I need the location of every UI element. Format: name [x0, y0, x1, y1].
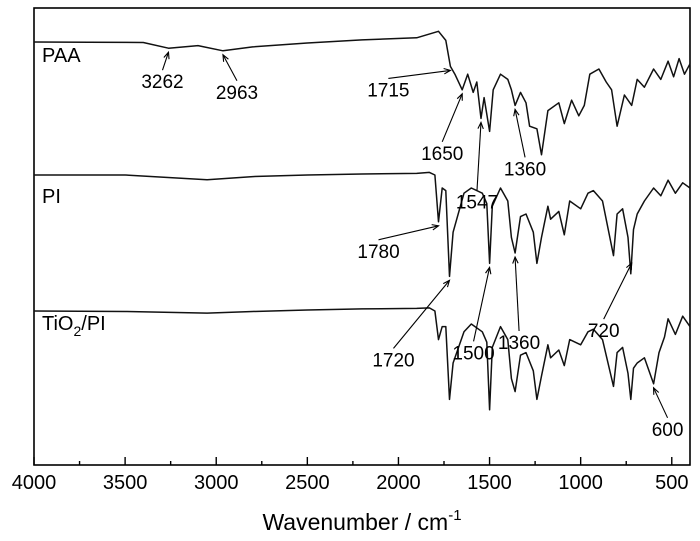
annotation-arrow — [514, 256, 520, 332]
annotation-arrowhead — [512, 255, 519, 264]
series-label-layer: PAA PI TiO2/PI — [42, 45, 106, 339]
annotation-arrowhead — [456, 92, 463, 101]
x-axis-title-superscript: -1 — [448, 507, 461, 524]
annotation-arrowhead — [163, 50, 170, 60]
annotation-arrow — [388, 69, 451, 79]
annotation-arrowhead — [443, 67, 452, 75]
annotation-label: 3262 — [141, 72, 183, 93]
annotation-arrowhead — [443, 279, 451, 288]
x-tick-label: 2500 — [285, 472, 330, 494]
annotation-arrow — [514, 109, 526, 158]
annotation-label: 1360 — [498, 333, 540, 354]
annotation-label: 1547 — [456, 192, 498, 213]
x-tick-label: 1500 — [467, 472, 512, 494]
annotation-arrow — [161, 52, 170, 71]
annotation-arrowhead — [626, 261, 633, 271]
annotation-arrow — [378, 225, 439, 241]
annotation-label: 1720 — [372, 350, 414, 371]
annotation-arrow — [653, 387, 669, 419]
annotation-label: 2963 — [216, 83, 258, 104]
x-tick-label: 3000 — [194, 472, 239, 494]
annotation-arrowhead — [431, 224, 440, 231]
annotation-arrow — [441, 93, 463, 143]
annotation-arrowhead — [485, 266, 492, 275]
series-label-tio2-pi-subscript: 2 — [73, 323, 81, 339]
series-line-1 — [34, 171, 691, 278]
annotation-arrow — [222, 54, 238, 82]
annotation-arrow — [473, 267, 491, 342]
plot-frame — [33, 7, 691, 466]
annotation-label: 1360 — [504, 159, 546, 180]
series-label-tio2-pi-base: TiO — [42, 313, 73, 335]
x-tick-label: 2000 — [376, 472, 421, 494]
annotation-arrowhead — [652, 386, 660, 395]
annotation-arrow — [603, 262, 633, 320]
series-line-0 — [33, 30, 691, 156]
series-line-2 — [33, 307, 691, 411]
x-tick-label: 500 — [655, 472, 688, 494]
x-tick-label: 1000 — [558, 472, 603, 494]
x-axis-title-text: Wavenumber / cm — [262, 509, 448, 535]
annotation-label: 1715 — [367, 80, 409, 101]
x-axis-ticks: 4000 3500 3000 2500 2000 1500 1000 500 — [12, 457, 688, 494]
annotation-label: 1500 — [452, 343, 494, 364]
annotation-arrowhead — [222, 53, 229, 62]
annotation-label: 600 — [652, 420, 684, 441]
annotation-arrowhead — [513, 108, 520, 117]
series-label-tio2-pi: TiO2/PI — [42, 313, 106, 339]
annotation-arrow — [476, 122, 482, 191]
annotation-label: 1650 — [421, 144, 463, 165]
series-label-tio2-pi-suffix: /PI — [81, 313, 105, 335]
annotation-arrow — [393, 280, 450, 349]
annotation-label: 1780 — [357, 242, 399, 263]
series-layer — [33, 30, 691, 411]
x-tick-label: 4000 — [12, 472, 57, 494]
series-label-pi: PI — [42, 186, 61, 208]
annotation-label: 720 — [588, 321, 620, 342]
annotation-arrowhead — [477, 120, 484, 130]
series-label-paa: PAA — [42, 45, 81, 67]
x-axis-title: Wavenumber / cm-1 — [262, 507, 461, 535]
x-tick-label: 3500 — [103, 472, 148, 494]
